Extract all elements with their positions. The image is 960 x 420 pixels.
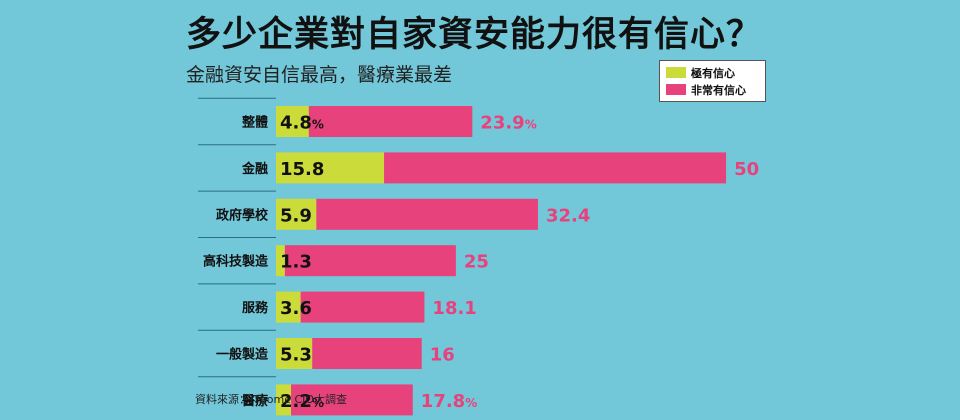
value-label-very-confident: 18.1: [432, 298, 476, 319]
chart-title: 多少企業對自家資安能力很有信心？: [186, 15, 763, 55]
legend-item-very-confident: 非常有信心: [666, 81, 765, 98]
bar-extremely-confident: [276, 106, 309, 137]
percent-sign: %: [465, 396, 477, 410]
bar-extremely-confident: [276, 152, 385, 184]
bar-extremely-confident: [276, 198, 317, 230]
value-label-very-confident: 17.8%: [421, 391, 477, 412]
percent-sign: %: [312, 118, 324, 132]
value-label-extremely-confident: 3.6: [280, 298, 312, 319]
category-label: 金融: [241, 161, 268, 177]
percent-sign: %: [525, 118, 537, 132]
value-label-very-confident: 50: [734, 159, 759, 180]
source-note: 資料來源：iThome CIO大調查: [195, 393, 348, 406]
category-label: 服務: [242, 300, 269, 316]
value-label-extremely-confident: 4.8%: [280, 113, 324, 134]
value-label-extremely-confident: 1.3: [280, 252, 312, 273]
bar-extremely-confident: [276, 384, 292, 416]
value-label-very-confident: 16: [430, 345, 455, 366]
value-label-extremely-confident: 2.2%: [280, 391, 324, 412]
legend-item-extremely-confident: 極有信心: [666, 64, 765, 81]
value-label-extremely-confident: 15.8: [280, 159, 324, 180]
bar-very-confident: [316, 198, 538, 230]
legend-swatch-very-confident: [666, 84, 686, 95]
bar-very-confident: [308, 106, 473, 137]
bar-extremely-confident: [276, 291, 301, 323]
bar-very-confident: [284, 245, 456, 277]
category-label: 醫療: [242, 393, 269, 409]
value-label-very-confident: 23.9%: [480, 113, 536, 134]
category-label: 政府學校: [216, 207, 269, 223]
value-label-very-confident: 32.4: [546, 205, 590, 226]
legend: 極有信心 非常有信心: [659, 60, 766, 102]
bar-extremely-confident: [276, 338, 313, 369]
bar-very-confident: [291, 384, 413, 416]
percent-sign: %: [312, 396, 324, 410]
legend-swatch-extremely-confident: [666, 67, 686, 78]
bar-very-confident: [384, 152, 727, 184]
category-label: 整體: [241, 115, 268, 131]
value-label-extremely-confident: 5.9: [280, 205, 312, 226]
chart-subtitle: 金融資安自信最高，醫療業最差: [186, 64, 453, 86]
bar-extremely-confident: [276, 245, 285, 277]
legend-label-extremely-confident: 極有信心: [691, 66, 735, 80]
bar-very-confident: [300, 291, 425, 323]
value-label-extremely-confident: 5.3: [280, 345, 312, 366]
category-label: 一般製造: [216, 347, 269, 363]
value-label-very-confident: 25: [464, 252, 489, 273]
bar-very-confident: [312, 338, 422, 369]
category-label: 高科技製造: [203, 254, 269, 270]
legend-label-very-confident: 非常有信心: [691, 83, 746, 97]
